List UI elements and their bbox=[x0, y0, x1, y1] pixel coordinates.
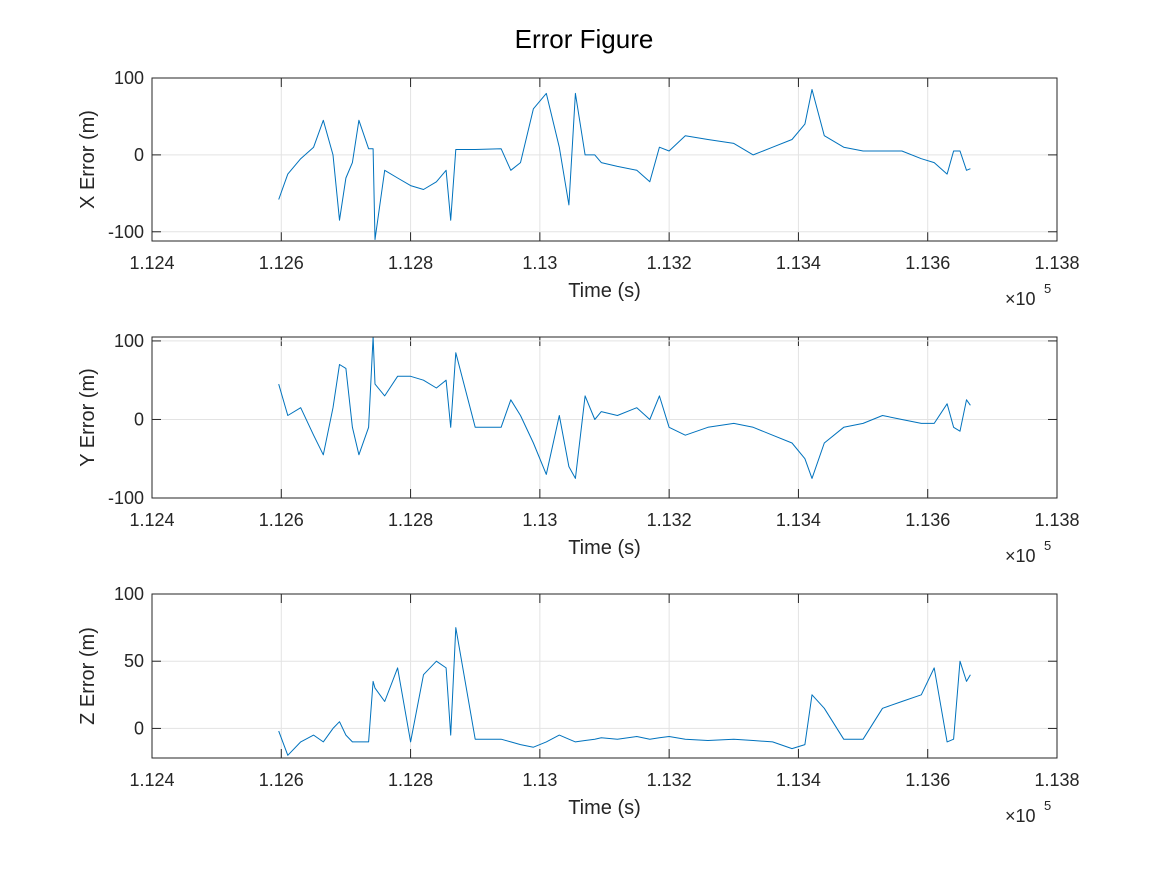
x-tick-label: 1.132 bbox=[647, 770, 692, 790]
plot-area bbox=[152, 337, 1057, 498]
x-axis-label: Time (s) bbox=[568, 280, 641, 302]
data-line bbox=[278, 337, 971, 479]
y-tick-label: -100 bbox=[108, 488, 144, 508]
x-tick-label: 1.138 bbox=[1034, 253, 1079, 273]
x-tick-label: 1.134 bbox=[776, 770, 821, 790]
x-tick-label: 1.136 bbox=[905, 510, 950, 530]
data-line bbox=[278, 627, 971, 756]
x-multiplier-power: 5 bbox=[1044, 538, 1051, 553]
x-tick-label: 1.126 bbox=[259, 510, 304, 530]
axes-box bbox=[151, 336, 1058, 499]
y-tick-label: 100 bbox=[114, 331, 144, 351]
y-tick-label: 0 bbox=[134, 145, 144, 165]
x-tick-label: 1.128 bbox=[388, 253, 433, 273]
x-axis-label: Time (s) bbox=[568, 537, 641, 559]
y-tick-label: 50 bbox=[124, 651, 144, 671]
x-multiplier: ×10 bbox=[1005, 546, 1036, 566]
x-tick-label: 1.132 bbox=[647, 510, 692, 530]
y-tick-label: 0 bbox=[134, 409, 144, 429]
y-tick-label: -100 bbox=[108, 222, 144, 242]
x-tick-label: 1.124 bbox=[129, 253, 174, 273]
x-tick-label: 1.128 bbox=[388, 510, 433, 530]
y-axis-label: X Error (m) bbox=[77, 110, 99, 209]
data-line bbox=[278, 89, 971, 240]
x-tick-label: 1.13 bbox=[522, 510, 557, 530]
y-tick-label: 0 bbox=[134, 718, 144, 738]
x-tick-label: 1.128 bbox=[388, 770, 433, 790]
x-multiplier-power: 5 bbox=[1044, 798, 1051, 813]
x-tick-label: 1.132 bbox=[647, 253, 692, 273]
x-tick-label: 1.138 bbox=[1034, 770, 1079, 790]
y-axis-label: Z Error (m) bbox=[77, 627, 99, 725]
x-tick-label: 1.13 bbox=[522, 770, 557, 790]
axes-box bbox=[151, 77, 1058, 242]
y-tick-label: 100 bbox=[114, 68, 144, 88]
x-multiplier: ×10 bbox=[1005, 806, 1036, 826]
x-tick-label: 1.126 bbox=[259, 770, 304, 790]
x-tick-label: 1.124 bbox=[129, 510, 174, 530]
axes-box bbox=[151, 593, 1058, 759]
x-tick-label: 1.136 bbox=[905, 253, 950, 273]
x-tick-label: 1.126 bbox=[259, 253, 304, 273]
x-tick-label: 1.138 bbox=[1034, 510, 1079, 530]
x-tick-label: 1.134 bbox=[776, 510, 821, 530]
y-axis-label: Y Error (m) bbox=[77, 368, 99, 467]
x-tick-label: 1.136 bbox=[905, 770, 950, 790]
x-multiplier: ×10 bbox=[1005, 289, 1036, 309]
plot-area bbox=[152, 594, 1057, 758]
x-tick-label: 1.13 bbox=[522, 253, 557, 273]
x-tick-label: 1.134 bbox=[776, 253, 821, 273]
x-axis-label: Time (s) bbox=[568, 797, 641, 819]
plot-area bbox=[152, 78, 1057, 241]
y-tick-label: 100 bbox=[114, 584, 144, 604]
figure-title: Error Figure bbox=[515, 24, 654, 54]
x-tick-label: 1.124 bbox=[129, 770, 174, 790]
x-multiplier-power: 5 bbox=[1044, 281, 1051, 296]
